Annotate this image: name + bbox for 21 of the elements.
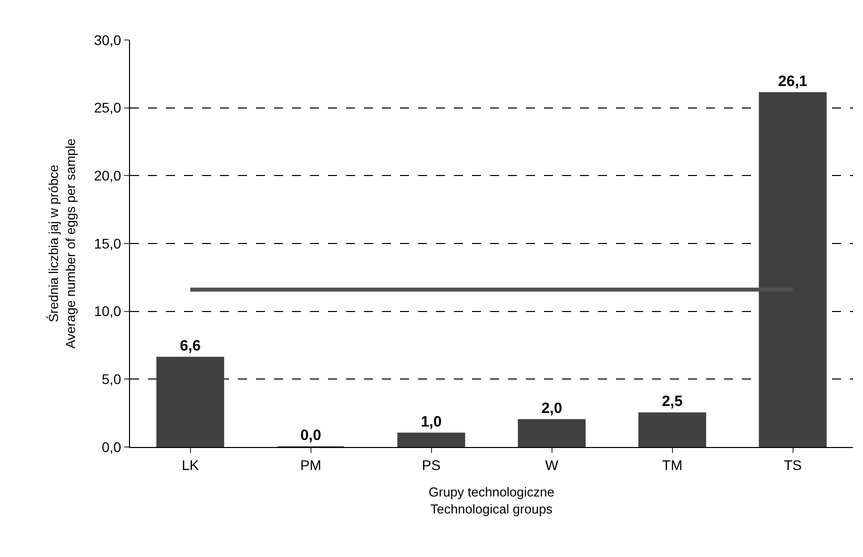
data-label: 2,0	[541, 400, 562, 417]
x-tick-label: TM	[662, 456, 682, 473]
y-tick-label: 10,0	[94, 303, 122, 320]
y-tick-label: 0,0	[102, 438, 122, 455]
data-label: 0,0	[300, 427, 322, 444]
x-tick-label: PM	[300, 456, 322, 473]
y-tick-label: 5,0	[102, 371, 122, 388]
x-tick-label: W	[545, 456, 560, 473]
data-label: 6,6	[180, 337, 201, 354]
y-tick-label: 20,0	[94, 168, 122, 184]
x-tick-label: PS	[422, 456, 441, 473]
data-label: 2,5	[662, 393, 683, 410]
y-tick-label: 25,0	[94, 100, 122, 116]
x-axis-title: Grupy technologiczne Technological groups	[428, 484, 554, 516]
y-tick-label: 30,0	[94, 32, 122, 48]
data-label: 26,1	[778, 72, 808, 90]
y-axis-title: Średnia liczbia jaj w próbce Average number of eggs per sample	[46, 138, 78, 349]
data-label: 1,0	[420, 413, 442, 430]
y-tick-label: 15,0	[94, 235, 122, 252]
x-tick-label: TS	[784, 456, 802, 473]
x-tick-label: LK	[182, 456, 200, 473]
